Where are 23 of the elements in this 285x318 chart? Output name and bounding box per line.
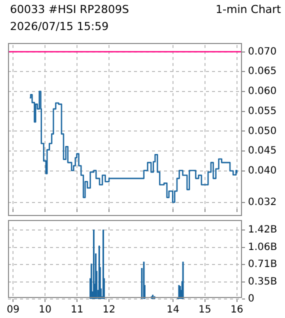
x-tick-label: 14 — [166, 304, 180, 316]
y-tick-label: 0.060 — [248, 86, 277, 98]
y-tick-label: 0.040 — [248, 165, 277, 176]
x-tick-label: 09 — [6, 304, 20, 316]
y-tick-label: 1.42B — [248, 224, 278, 236]
y-tick-label: 0 — [248, 294, 254, 305]
y-tick-label: 0.070 — [248, 46, 277, 58]
x-tick-label: 10 — [38, 304, 52, 316]
y-tick-label: 0.35B — [248, 276, 278, 288]
x-tick-label: 12 — [102, 304, 116, 316]
y-tick-label: 0.055 — [248, 106, 277, 117]
y-tick-label: 0.050 — [248, 126, 277, 137]
y-tick-label: 0.045 — [248, 146, 277, 157]
y-tick-label: 1.06B — [248, 242, 278, 254]
x-tick-label: 16 — [230, 304, 244, 316]
y-tick-label: 0.065 — [248, 66, 277, 78]
y-tick-label: 0.032 — [248, 197, 277, 208]
y-tick-label: 0.71B — [248, 259, 278, 270]
x-tick-label: 11 — [70, 304, 84, 316]
chart-title: 60033 #HSI RP2809S — [10, 3, 129, 16]
x-tick-label: 15 — [198, 304, 212, 316]
text: 2026/07/15 15:59 — [10, 20, 109, 33]
chart-subtitle: 1-min Chart — [216, 3, 281, 16]
